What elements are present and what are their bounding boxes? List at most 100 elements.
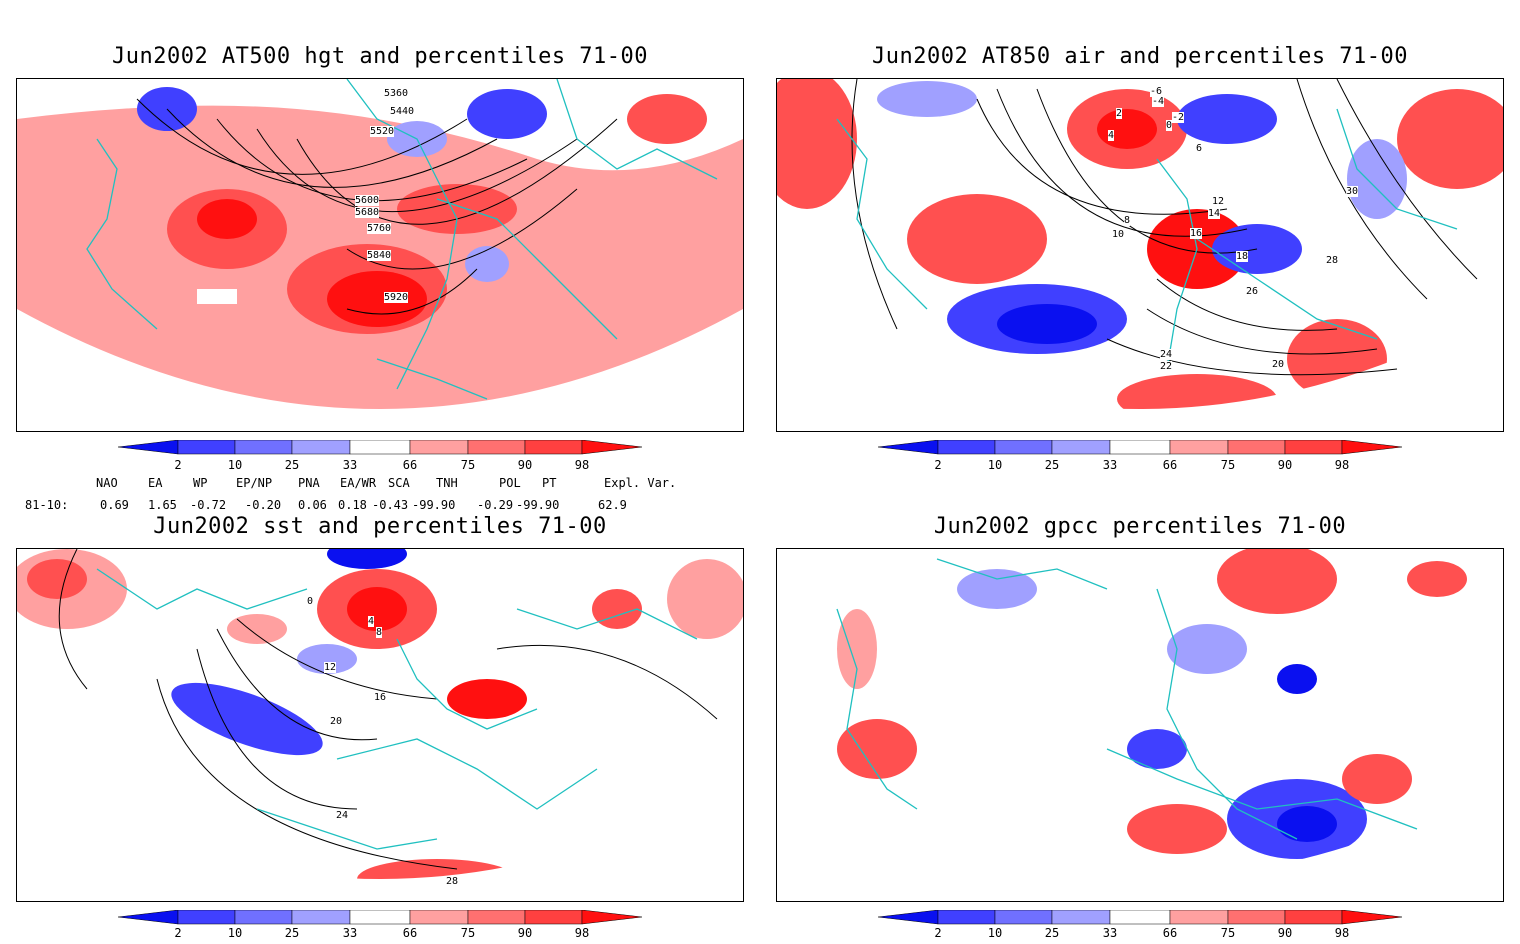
contour-label: 2 — [1116, 108, 1123, 119]
cbar-tick: 33 — [1102, 458, 1118, 472]
panel-title-hgt500: Jun2002 AT500 hgt and percentiles 71-00 — [111, 44, 649, 69]
contour-label: 24 — [336, 810, 349, 821]
contour-label: 5360 — [384, 88, 409, 99]
contour-label: 30 — [1346, 186, 1359, 197]
cbar-tick: 66 — [1162, 926, 1178, 940]
cbar-tick: 66 — [402, 926, 418, 940]
contour-label: 26 — [1246, 286, 1259, 297]
cbar-tick: 10 — [987, 458, 1003, 472]
index-value: -0.20 — [245, 498, 282, 512]
cbar-tick: 75 — [460, 926, 476, 940]
colorbar-air850: 2 10 25 33 66 75 90 98 — [878, 440, 1402, 474]
cbar-tick: 75 — [1220, 458, 1236, 472]
contour-label: 16 — [374, 692, 387, 703]
index-value: -0.29 — [477, 498, 514, 512]
cbar-tick: 2 — [934, 458, 942, 472]
panel-title-sst: Jun2002 sst and percentiles 71-00 — [153, 514, 607, 539]
index-value: 62.9 — [598, 498, 627, 512]
cbar-tick: 90 — [1277, 458, 1293, 472]
contour-label: 18 — [1236, 251, 1249, 262]
cbar-tick: 98 — [574, 458, 590, 472]
index-header: EA — [148, 476, 163, 490]
contour-label: 5920 — [384, 292, 409, 303]
contour-label: 22 — [1160, 361, 1173, 372]
map-panel-gpcc — [776, 548, 1504, 902]
panel-title-gpcc: Jun2002 gpcc percentiles 71-00 — [933, 514, 1347, 539]
contour-label: 24 — [1160, 349, 1173, 360]
index-header: Expl. Var. — [604, 476, 677, 490]
contour-label: 14 — [1208, 208, 1221, 219]
cbar-tick: 25 — [1044, 926, 1060, 940]
index-header: SCA — [388, 476, 410, 490]
cbar-tick: 25 — [284, 458, 300, 472]
colorbar-gpcc: 2 10 25 33 66 75 90 98 — [878, 910, 1402, 944]
cbar-tick: 25 — [1044, 458, 1060, 472]
contour-label: -4 — [1152, 96, 1165, 107]
cbar-tick: 2 — [174, 458, 182, 472]
contour-label: 8 — [1124, 215, 1131, 226]
map-panel-sst — [16, 548, 744, 902]
index-value: -0.72 — [190, 498, 227, 512]
contour-label: 5520 — [370, 126, 395, 137]
cbar-tick: 10 — [227, 458, 243, 472]
contour-label: 5760 — [367, 223, 392, 234]
contour-label: 20 — [330, 716, 343, 727]
contour-label: 4 — [1108, 130, 1115, 141]
cbar-tick: 33 — [342, 926, 358, 940]
map-panel-air850 — [776, 78, 1504, 432]
map-air850 — [777, 79, 1503, 409]
contour-label: 5440 — [390, 106, 415, 117]
cbar-tick: 25 — [284, 926, 300, 940]
contour-label: 5680 — [355, 207, 380, 218]
index-value: 0.69 — [100, 498, 129, 512]
index-header: TNH — [436, 476, 458, 490]
cbar-tick: 66 — [1162, 458, 1178, 472]
colorbar-sst: 2 10 25 33 66 75 90 98 — [118, 910, 642, 944]
cbar-tick: 75 — [1220, 926, 1236, 940]
contour-label: 28 — [1326, 255, 1339, 266]
cbar-tick: 2 — [174, 926, 182, 940]
contour-label: 4 — [368, 616, 375, 627]
index-value: -99.90 — [516, 498, 560, 512]
contour-label: 12 — [324, 662, 337, 673]
cbar-tick: 2 — [934, 926, 942, 940]
contour-label: -2 — [1172, 112, 1185, 123]
index-header: WP — [193, 476, 208, 490]
contour-label: 20 — [1272, 359, 1285, 370]
contour-label: 5840 — [367, 250, 392, 261]
cbar-tick: 75 — [460, 458, 476, 472]
cbar-tick: 90 — [1277, 926, 1293, 940]
colorbar-hgt500: 2 10 25 33 66 75 90 98 — [118, 440, 642, 474]
index-value: -99.90 — [412, 498, 456, 512]
cbar-tick: 10 — [987, 926, 1003, 940]
contour-label: 0 — [1166, 120, 1173, 131]
contour-label: 12 — [1212, 196, 1225, 207]
cbar-tick: 10 — [227, 926, 243, 940]
cbar-tick: 98 — [1334, 926, 1350, 940]
index-header: PT — [542, 476, 557, 490]
map-gpcc — [777, 549, 1503, 879]
map-sst — [17, 549, 743, 879]
contour-label: 0 — [307, 596, 314, 607]
contour-label: 8 — [376, 627, 383, 638]
index-value: 0.18 — [338, 498, 367, 512]
cbar-tick: 66 — [402, 458, 418, 472]
cbar-tick: 90 — [517, 458, 533, 472]
panel-title-air850: Jun2002 AT850 air and percentiles 71-00 — [871, 44, 1409, 69]
cbar-tick: 98 — [574, 926, 590, 940]
cbar-tick: 33 — [342, 458, 358, 472]
contour-label: 28 — [446, 876, 459, 887]
contour-label: 10 — [1112, 229, 1125, 240]
contour-label: 5600 — [355, 195, 380, 206]
cbar-tick: 90 — [517, 926, 533, 940]
cbar-tick: 98 — [1334, 458, 1350, 472]
index-row-label: 81-10: — [25, 498, 69, 512]
index-header: POL — [499, 476, 521, 490]
contour-label: 16 — [1190, 228, 1203, 239]
index-header: EA/WR — [340, 476, 377, 490]
index-value: 0.06 — [298, 498, 327, 512]
index-header: NAO — [96, 476, 118, 490]
cbar-tick: 33 — [1102, 926, 1118, 940]
index-value: -0.43 — [372, 498, 409, 512]
contour-label: -6 — [1150, 86, 1163, 97]
